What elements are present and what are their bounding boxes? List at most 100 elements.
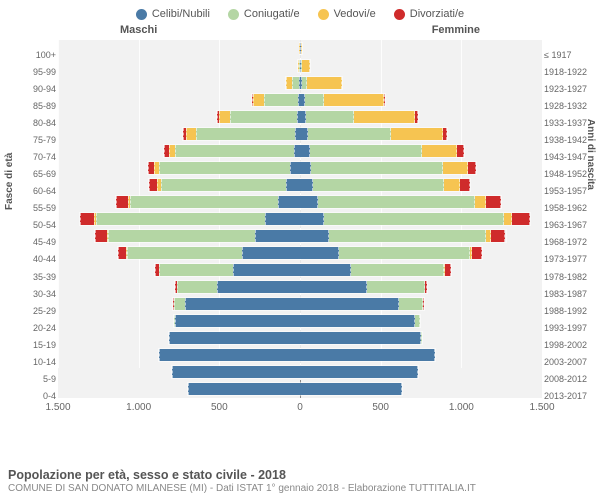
age-label: 25-29: [2, 306, 56, 316]
bar: [172, 297, 300, 311]
bar: [168, 331, 300, 345]
legend-label: Vedovi/e: [334, 8, 376, 20]
age-label: 90-94: [2, 84, 56, 94]
male-half: [58, 176, 300, 193]
segment-coniugati: [305, 94, 324, 106]
male-half: [58, 74, 300, 91]
legend-swatch: [228, 9, 239, 20]
male-half: [58, 296, 300, 313]
segment-coniugati: [130, 196, 278, 208]
age-row: [58, 40, 542, 57]
age-row: [58, 227, 542, 244]
segment-divorziati: [118, 247, 126, 259]
legend-label: Divorziati/e: [410, 8, 464, 20]
segment-divorziati: [80, 213, 94, 225]
age-label: 35-39: [2, 272, 56, 282]
legend-item: Celibi/Nubili: [136, 8, 210, 20]
legend-item: Vedovi/e: [318, 8, 376, 20]
segment-vedovi: [422, 145, 457, 157]
bar: [158, 348, 300, 362]
bar: [154, 263, 300, 277]
bar: [300, 263, 452, 277]
segment-celibi: [185, 298, 300, 310]
legend-item: Divorziati/e: [394, 8, 464, 20]
birth-year-label: 2003-2007: [544, 357, 598, 367]
bar: [300, 280, 428, 294]
age-label: 85-89: [2, 101, 56, 111]
bar: [79, 212, 300, 226]
segment-divorziati: [95, 230, 106, 242]
bar: [300, 195, 502, 209]
age-label: 65-69: [2, 169, 56, 179]
male-half: [58, 244, 300, 261]
x-axis-labels: 1.5001.00050005001.0001.500: [58, 402, 542, 416]
segment-celibi: [265, 213, 300, 225]
birth-year-label: 1918-1922: [544, 67, 598, 77]
segment-divorziati: [423, 298, 424, 310]
segment-coniugati: [329, 230, 486, 242]
age-row: [58, 125, 542, 142]
segment-celibi: [217, 281, 300, 293]
age-row: [58, 210, 542, 227]
segment-coniugati: [159, 162, 290, 174]
segment-coniugati: [174, 298, 185, 310]
female-half: [300, 125, 542, 142]
male-half: [58, 364, 300, 381]
age-label: 30-34: [2, 289, 56, 299]
segment-celibi: [290, 162, 300, 174]
female-half: [300, 279, 542, 296]
bar: [173, 314, 300, 328]
age-label: 15-19: [2, 340, 56, 350]
birth-year-label: 1993-1997: [544, 323, 598, 333]
age-label: 45-49: [2, 237, 56, 247]
segment-divorziati: [149, 179, 157, 191]
age-label: 80-84: [2, 118, 56, 128]
segment-coniugati: [351, 264, 444, 276]
legend: Celibi/NubiliConiugati/eVedovi/eDivorzia…: [0, 0, 600, 24]
bar: [300, 178, 471, 192]
bar: [300, 365, 419, 379]
segment-divorziati: [491, 230, 505, 242]
segment-vedovi: [186, 128, 196, 140]
male-half: [58, 142, 300, 159]
bar: [300, 348, 436, 362]
age-row: [58, 262, 542, 279]
segment-celibi: [300, 145, 310, 157]
male-half: [58, 125, 300, 142]
segment-coniugati: [127, 247, 242, 259]
segment-coniugati: [96, 213, 265, 225]
segment-coniugati: [421, 332, 422, 344]
male-half: [58, 227, 300, 244]
segment-vedovi: [307, 77, 342, 89]
bar: [300, 76, 343, 90]
footer: Popolazione per età, sesso e stato civil…: [8, 468, 592, 494]
bar: [300, 144, 465, 158]
x-gridline: [542, 40, 543, 368]
legend-swatch: [136, 9, 147, 20]
segment-divorziati: [457, 145, 463, 157]
segment-celibi: [159, 349, 300, 361]
segment-celibi: [300, 366, 418, 378]
bar: [300, 110, 419, 124]
segment-celibi: [300, 315, 415, 327]
segment-celibi: [300, 264, 351, 276]
segment-vedovi: [219, 111, 230, 123]
age-row: [58, 296, 542, 313]
bar: [300, 161, 477, 175]
segment-celibi: [278, 196, 300, 208]
segment-divorziati: [443, 128, 447, 140]
bar: [117, 246, 300, 260]
bar: [171, 365, 300, 379]
age-row: [58, 330, 542, 347]
segment-celibi: [233, 264, 300, 276]
segment-celibi: [300, 332, 421, 344]
male-half: [58, 262, 300, 279]
female-half: [300, 347, 542, 364]
bar: [216, 110, 300, 124]
segment-coniugati: [161, 179, 286, 191]
chart-area: 1.5001.00050005001.0001.500: [58, 40, 542, 428]
bar: [94, 229, 300, 243]
age-row: [58, 91, 542, 108]
segment-celibi: [300, 230, 329, 242]
age-row: [58, 313, 542, 330]
